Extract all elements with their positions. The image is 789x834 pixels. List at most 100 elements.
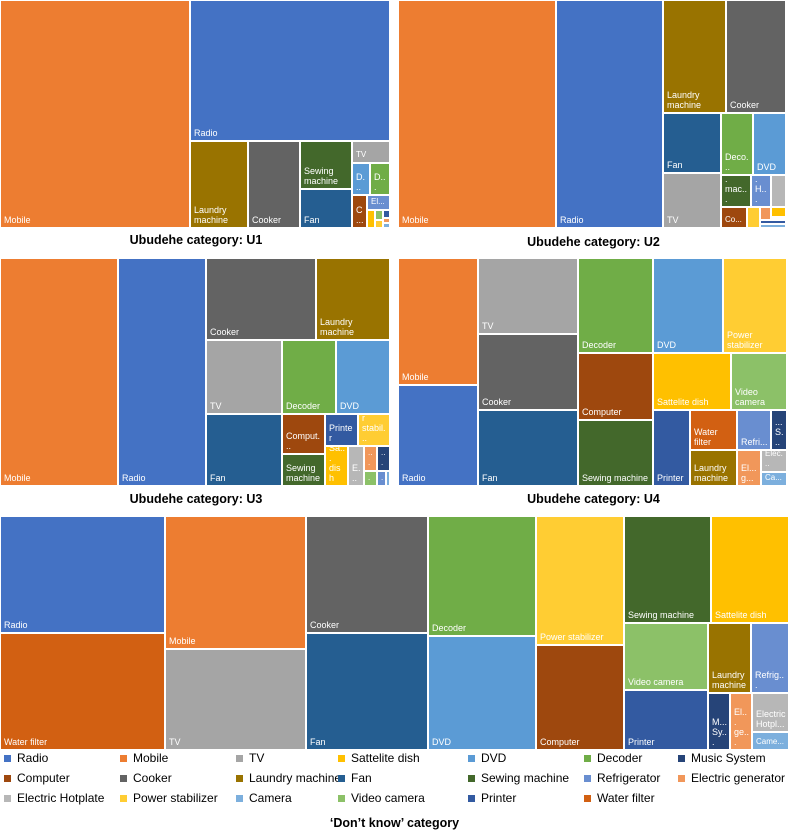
tile-fan: Fan — [478, 410, 578, 486]
tile-label: El... H... — [755, 175, 767, 204]
tile-label: Refri... — [741, 437, 768, 447]
legend-item-camera: Camera — [236, 790, 292, 806]
tile-decoder: D... — [370, 163, 390, 195]
tile-radio: Radio — [118, 258, 206, 486]
tile-label: Radio — [122, 473, 146, 483]
tile-power-stabilizer — [747, 207, 760, 228]
legend-item-computer: Computer — [4, 770, 70, 786]
tile-label: Radio — [560, 215, 584, 225]
legend-item-water-filter: Water filter — [584, 790, 655, 806]
tile-sattelite-dish: Sattelite dish — [653, 353, 731, 410]
tile-label: Cooker — [310, 620, 340, 630]
legend-swatch — [468, 754, 475, 762]
tile-printer: Printer — [653, 410, 690, 486]
tile-label: Radio — [194, 128, 218, 138]
tile-sewing-machine: Sewing machine — [624, 516, 711, 623]
tile-fan: Fan — [206, 414, 282, 486]
legend-item-electric-generator: Electric generator — [678, 770, 785, 786]
tile-label: El... g... — [741, 463, 757, 483]
legend-label: Decoder — [597, 751, 643, 765]
tile-laundry-machine: Laundry machine — [690, 450, 737, 486]
tile-label: Cooker — [252, 215, 282, 225]
tile-camera — [760, 224, 786, 228]
caption-u1: Ubudehe category: U1 — [129, 233, 263, 247]
tile-water-filter: Water filter — [690, 410, 737, 450]
tile-cooker: Cooker — [478, 334, 578, 410]
tile-radio: Radio — [398, 385, 478, 486]
tile-power-stabilizer — [375, 220, 383, 228]
legend-swatch — [120, 774, 127, 782]
tile-sewing-machine: Sewing machine — [282, 454, 325, 486]
tile-music-system: ... S... — [771, 410, 787, 450]
legend-item-sewing-machine: Sewing machine — [468, 770, 569, 786]
tile-dvd: DVD — [753, 113, 786, 175]
legend-label: Power stabilizer — [133, 791, 218, 805]
tile-laundry-machine: Laundry machine — [316, 258, 390, 340]
caption-u4: Ubudehe category: U4 — [527, 492, 660, 506]
tile-label: Sattelite dish — [715, 610, 767, 620]
tile-label: TV — [667, 215, 679, 225]
tile-label: Cooker — [482, 397, 512, 407]
tile-laundry-machine: Laundry machine — [663, 0, 726, 113]
tile-mobile: Mobile — [165, 516, 306, 649]
treemap-u2: Mobile Radio Laundry machine Cooker Fan TV Dec… — [398, 0, 788, 228]
tile-label: Ca... — [765, 473, 782, 482]
tile-sewing-machine: Sewing machine — [578, 420, 653, 486]
legend-swatch — [338, 754, 345, 762]
tile-label: El... ge... — [734, 707, 750, 747]
tile-label: Sewing machine — [286, 463, 321, 483]
tile-label: DVD — [757, 162, 777, 172]
tile-electric-generator: El... g... — [737, 450, 761, 486]
tile-label: ... — [381, 448, 386, 467]
tile-laundry-machine: Laundry machine — [190, 141, 248, 228]
tile-refrigerator: Refri... — [737, 410, 771, 450]
tile-decoder: Decoder — [578, 258, 653, 353]
tile-tv: TV — [165, 649, 306, 750]
legend-item-fan: Fan — [338, 770, 372, 786]
caption-u2: Ubudehe category: U2 — [527, 235, 660, 249]
tile-label: M... Sy... — [712, 717, 727, 747]
tile-computer: C... — [352, 195, 367, 228]
legend-item-laundry-machine: Laundry machine — [236, 770, 341, 786]
legend-label: Electric generator — [691, 771, 786, 785]
tile-sattelite-dish — [367, 210, 375, 228]
tile-label: Sewing machine — [304, 166, 339, 186]
legend-label: Sewing machine — [481, 771, 570, 785]
legend-swatch — [338, 774, 345, 782]
tile-label: Power stabilizer — [727, 330, 763, 350]
legend-swatch — [4, 794, 11, 802]
tile-label: Water filter — [4, 737, 48, 747]
tile-label: Mobile — [402, 215, 429, 225]
legend-item-power-stabilizer: Power stabilizer — [120, 790, 218, 806]
tile-computer: Computer — [578, 353, 653, 420]
tile-label: Radio — [4, 620, 28, 630]
legend-swatch — [584, 774, 591, 782]
tile-printer: Printer — [624, 690, 708, 750]
tile-music-system: ... — [377, 446, 390, 471]
legend-swatch — [120, 794, 127, 802]
tile-computer: Computer — [536, 645, 624, 750]
legend-label: DVD — [481, 751, 507, 765]
tile-decoder: Deco... — [721, 113, 753, 175]
legend-item-video-camera: Video camera — [338, 790, 425, 806]
tile-camera — [383, 223, 390, 228]
tile-electric-hotplate: Electric Hotpl... — [752, 693, 789, 732]
tile-video-camera: Video camera — [624, 623, 708, 690]
treemap-u4: Mobile Radio TV Cooker Fan Decoder DVD Power st… — [398, 258, 788, 486]
tile-cooker: Cooker — [248, 141, 300, 228]
legend-label: Cooker — [133, 771, 172, 785]
tile-label: Laundry machine — [667, 90, 702, 110]
legend-swatch — [584, 794, 591, 802]
tile-label: Mobile — [169, 636, 196, 646]
tile-label: Video camera — [735, 387, 766, 407]
tile-fan: Fan — [306, 633, 428, 750]
tile-label: C... — [356, 205, 364, 225]
legend-label: Refrigerator — [597, 771, 661, 785]
legend-swatch — [236, 754, 243, 762]
tile-electric-generator: El... ge... — [730, 693, 752, 750]
legend-item-sattelite-dish: Sattelite dish — [338, 750, 420, 766]
legend-item-electric-hotplate: Electric Hotplate — [4, 790, 104, 806]
tile-radio: Radio — [190, 0, 390, 141]
tile-dvd: DVD — [428, 636, 536, 750]
legend-item-radio: Radio — [4, 750, 48, 766]
